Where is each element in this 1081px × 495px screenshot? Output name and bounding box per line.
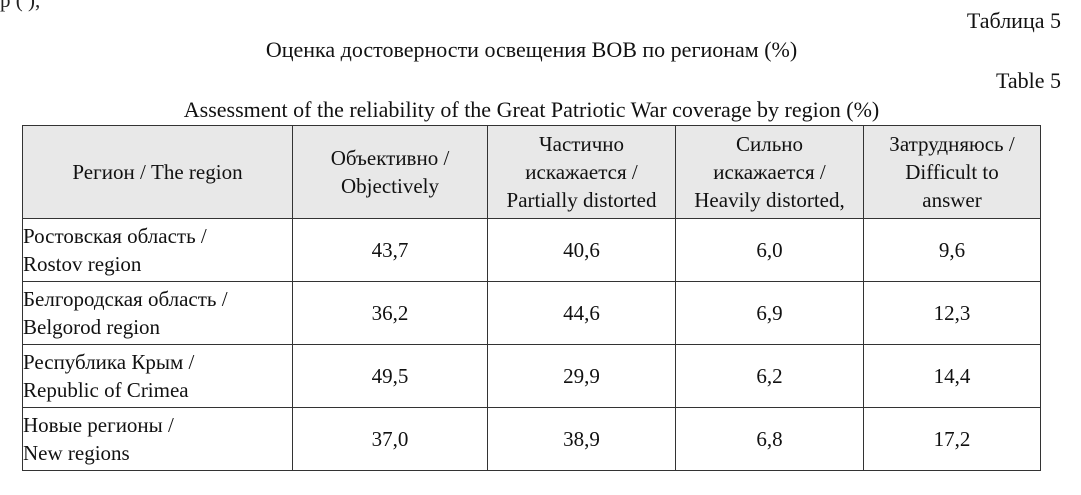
region-name-en: Rostov region [23,252,142,276]
value-objectively: 37,0 [292,407,488,471]
header-line: Objectively [341,174,439,198]
table-title-en: Assessment of the reliability of the Gre… [183,97,880,122]
header-line: Partially distorted [506,188,657,212]
header-region: Регион / The region [22,125,293,219]
region-cell: Ростовская область / Rostov region [22,218,293,282]
value-partially-distorted: 40,6 [487,218,676,282]
region-cell: Республика Крым / Republic of Crimea [22,344,293,408]
value-difficult-to-answer: 14,4 [863,344,1041,408]
value-partially-distorted: 44,6 [487,281,676,345]
region-cell: Белгородская область / Belgorod region [22,281,293,345]
value-heavily-distorted: 6,2 [675,344,864,408]
region-name-ru: Новые регионы / [23,413,174,437]
table-label-en: Table 5 [995,68,1061,93]
previous-page-text-fragment: р ( ), [0,0,41,12]
value-difficult-to-answer: 12,3 [863,281,1041,345]
header-line: Частично [538,132,624,156]
header-heavily-distorted: Сильно искажается / Heavily distorted, [675,125,864,219]
header-line: Heavily distorted, [694,188,845,212]
reliability-table: Регион / The region Объективно / Objecti… [22,125,1041,471]
table-row: Республика Крым / Republic of Crimea 49,… [22,344,1041,408]
header-line: Регион / The region [72,160,243,184]
region-name-ru: Белгородская область / [23,287,228,311]
table-title-ru: Оценка достоверности освещения ВОВ по ре… [265,37,798,62]
header-line: искажается / [713,160,826,184]
header-partially-distorted: Частично искажается / Partially distorte… [487,125,676,219]
header-line: Difficult to [905,160,999,184]
header-difficult-to-answer: Затрудняюсь / Difficult to answer [863,125,1041,219]
value-heavily-distorted: 6,0 [675,218,864,282]
value-objectively: 49,5 [292,344,488,408]
header-line: Сильно [735,132,804,156]
table-header-row: Регион / The region Объективно / Objecti… [22,125,1041,219]
table-row: Ростовская область / Rostov region 43,7 … [22,218,1041,282]
value-objectively: 36,2 [292,281,488,345]
region-name-en: New regions [23,441,130,465]
header-line: искажается / [525,160,638,184]
header-line: Объективно / [330,146,450,170]
region-name-ru: Ростовская область / [23,224,207,248]
value-partially-distorted: 29,9 [487,344,676,408]
header-line: Затрудняюсь / [889,132,1015,156]
region-cell: Новые регионы / New regions [22,407,293,471]
value-difficult-to-answer: 9,6 [863,218,1041,282]
table-row: Новые регионы / New regions 37,0 38,9 6,… [22,407,1041,471]
value-heavily-distorted: 6,8 [675,407,864,471]
value-objectively: 43,7 [292,218,488,282]
header-objectively: Объективно / Objectively [292,125,488,219]
header-line: answer [922,188,982,212]
table-row: Белгородская область / Belgorod region 3… [22,281,1041,345]
value-difficult-to-answer: 17,2 [863,407,1041,471]
region-name-en: Republic of Crimea [23,378,189,402]
value-partially-distorted: 38,9 [487,407,676,471]
table-label-ru: Таблица 5 [966,8,1061,33]
value-heavily-distorted: 6,9 [675,281,864,345]
region-name-ru: Республика Крым / [23,350,195,374]
region-name-en: Belgorod region [23,315,161,339]
